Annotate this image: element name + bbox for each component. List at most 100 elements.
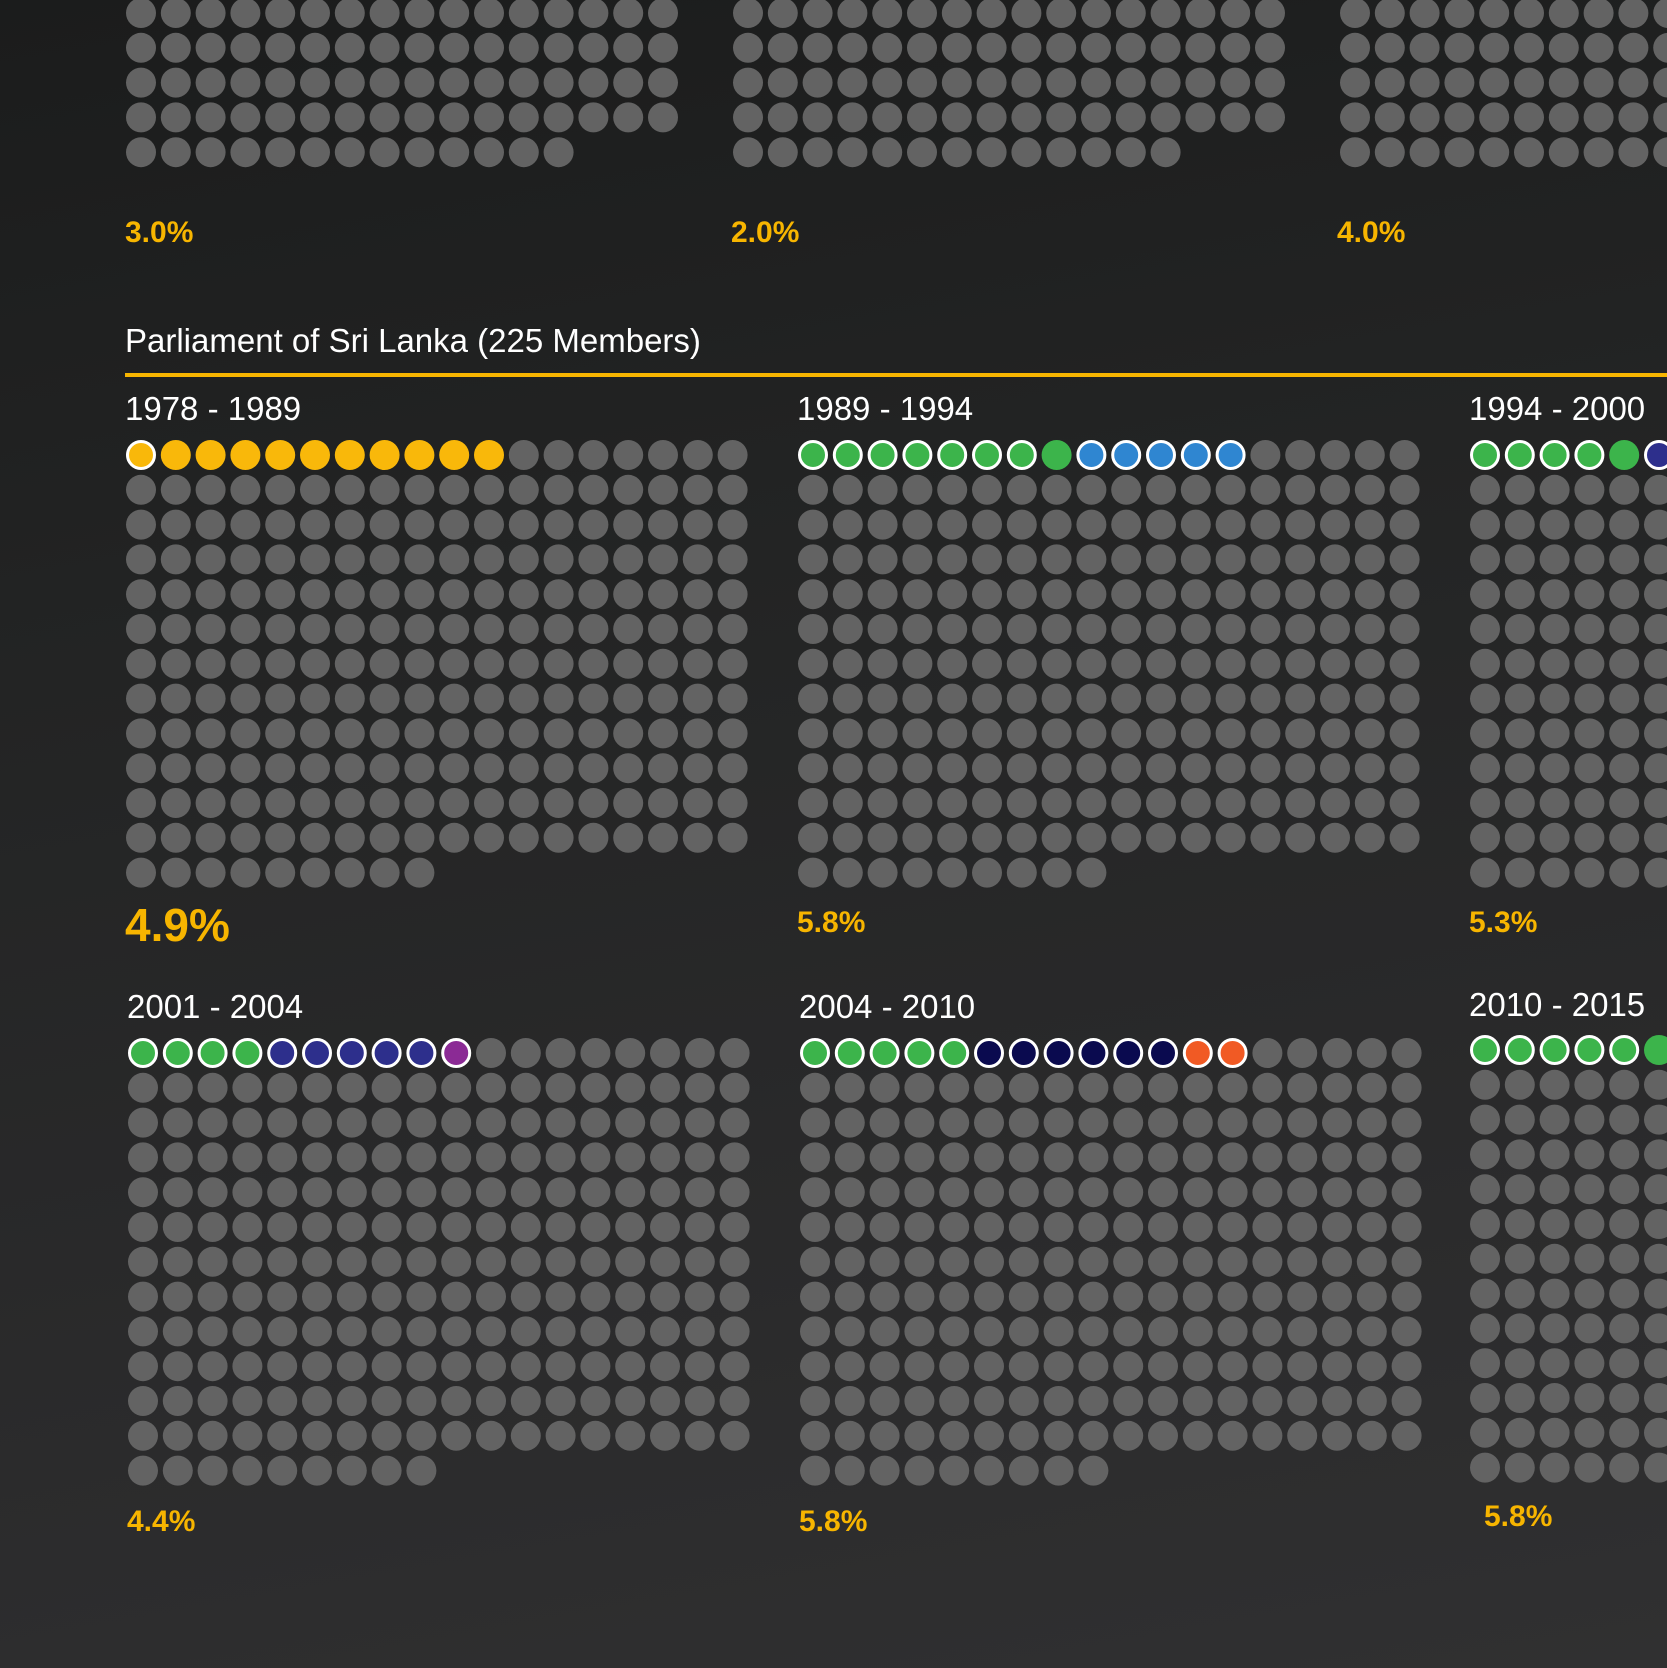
seat-dot bbox=[1255, 32, 1285, 63]
seat-dot bbox=[162, 1212, 193, 1242]
seat-dot bbox=[719, 1072, 750, 1103]
seat-dot bbox=[1609, 544, 1640, 575]
seat-dot bbox=[232, 1455, 263, 1486]
seat-dot bbox=[543, 440, 574, 470]
seat-dot bbox=[1115, 32, 1146, 63]
seat-dot bbox=[1574, 857, 1605, 888]
seat-dot bbox=[265, 718, 296, 749]
seat-dot bbox=[302, 1316, 332, 1347]
seat-dot bbox=[907, 137, 937, 168]
seat-dot bbox=[1644, 822, 1667, 853]
seat-dot bbox=[1574, 614, 1605, 644]
seat-dot bbox=[902, 718, 933, 749]
seat-dot bbox=[939, 1281, 970, 1312]
seat-dot bbox=[1220, 67, 1251, 98]
seat-dot bbox=[902, 579, 933, 610]
seat-dot bbox=[439, 579, 470, 610]
seat-dot bbox=[972, 753, 1002, 784]
seat-dot bbox=[1618, 0, 1649, 28]
seat-dot bbox=[230, 648, 261, 679]
seat-dot bbox=[1320, 753, 1350, 784]
seat-dot bbox=[1006, 509, 1037, 540]
seat-dot bbox=[972, 788, 1002, 818]
seat-dot bbox=[195, 718, 226, 749]
seat-dot bbox=[974, 1386, 1004, 1416]
seat-dot bbox=[1180, 474, 1211, 505]
seat-dot bbox=[162, 1316, 193, 1347]
seat-dot bbox=[439, 137, 470, 168]
seat-dot bbox=[404, 544, 435, 575]
seat-dot bbox=[160, 137, 191, 168]
seat-dot bbox=[832, 857, 863, 888]
seat-dot bbox=[197, 1177, 228, 1208]
seat-dot bbox=[1113, 1246, 1144, 1277]
seat-dot bbox=[798, 822, 828, 853]
seat-dot-held bbox=[904, 1038, 935, 1068]
seat-dot bbox=[1006, 718, 1037, 749]
seat-dot bbox=[128, 1351, 158, 1382]
seat-dot bbox=[1146, 788, 1176, 818]
period-label: 1994 - 2000 bbox=[1469, 390, 1646, 427]
seat-dot bbox=[867, 474, 898, 505]
seat-dot bbox=[404, 648, 435, 679]
seat-dot bbox=[476, 1246, 506, 1277]
seat-dot bbox=[1539, 718, 1570, 749]
seat-dot bbox=[1252, 1142, 1283, 1173]
seat-dot bbox=[1006, 648, 1037, 679]
seat-dot bbox=[867, 614, 898, 644]
seat-dot bbox=[300, 544, 330, 575]
seat-dot bbox=[1180, 614, 1211, 644]
seat-dot bbox=[476, 1142, 506, 1173]
seat-dot bbox=[1409, 137, 1440, 168]
seat-dot bbox=[1322, 1246, 1352, 1277]
seat-dot bbox=[300, 579, 330, 610]
seat-dot bbox=[1217, 1107, 1248, 1138]
seat-dot bbox=[719, 1420, 750, 1451]
seat-dot-held bbox=[1470, 440, 1500, 470]
seat-dot bbox=[162, 1420, 193, 1451]
seat-dot bbox=[1078, 1107, 1109, 1138]
seat-dot bbox=[232, 1177, 263, 1208]
seat-dot bbox=[1356, 1072, 1387, 1103]
seat-dot bbox=[369, 718, 400, 749]
seat-dot bbox=[1287, 1142, 1318, 1173]
seat-dot bbox=[1252, 1072, 1283, 1103]
seat-dot bbox=[904, 1281, 935, 1312]
seat-dot bbox=[508, 544, 539, 575]
seat-dot bbox=[1076, 614, 1107, 644]
seat-dot bbox=[1322, 1072, 1352, 1103]
seat-dot bbox=[1006, 544, 1037, 575]
seat-dot bbox=[1285, 544, 1316, 575]
seat-dot bbox=[1574, 1069, 1605, 1100]
seat-dot bbox=[1609, 1452, 1640, 1483]
seat-dot bbox=[1215, 788, 1246, 818]
seat-dot bbox=[404, 857, 435, 888]
seat-dot bbox=[1609, 1313, 1640, 1344]
seat-dot bbox=[1340, 137, 1370, 168]
seat-dot bbox=[580, 1351, 611, 1382]
seat-dot bbox=[1250, 544, 1281, 575]
seat-dot bbox=[1389, 474, 1420, 505]
seat-dot bbox=[545, 1038, 576, 1068]
seat-dot bbox=[474, 718, 504, 749]
seat-dot-held bbox=[1180, 440, 1211, 470]
seat-dot bbox=[972, 474, 1002, 505]
seat-dot bbox=[1644, 1383, 1667, 1413]
seat-dot-held bbox=[300, 440, 330, 470]
seat-dot bbox=[1609, 1348, 1640, 1379]
seat-dot bbox=[1574, 822, 1605, 853]
seat-dot bbox=[1539, 1348, 1570, 1379]
seat-dot bbox=[939, 1386, 970, 1416]
percent-label: 4.0% bbox=[1337, 216, 1406, 249]
seat-dot bbox=[1076, 788, 1107, 818]
seat-dot bbox=[1146, 544, 1176, 575]
seat-dot bbox=[1618, 102, 1649, 133]
seat-dot bbox=[1504, 822, 1535, 853]
seat-dot bbox=[1539, 579, 1570, 610]
seat-dot bbox=[1076, 509, 1107, 540]
seat-dot bbox=[1322, 1177, 1352, 1208]
seat-dot-held bbox=[162, 1038, 193, 1068]
seat-dot bbox=[1409, 32, 1440, 63]
seat-dot bbox=[1609, 614, 1640, 644]
seat-dot bbox=[267, 1351, 298, 1382]
